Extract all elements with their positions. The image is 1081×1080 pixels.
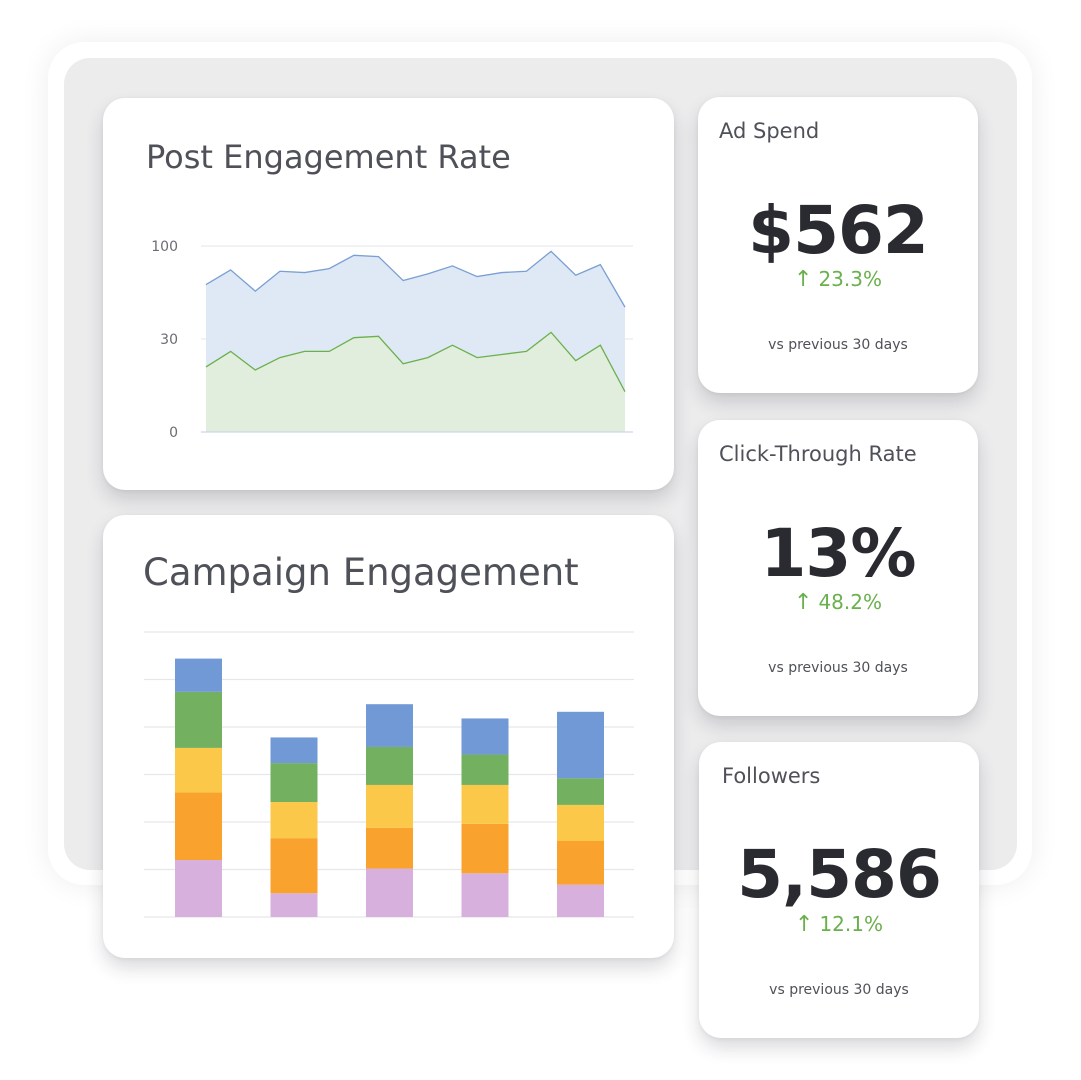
arrow-up-icon: ↑ — [795, 912, 814, 937]
arrow-up-icon: ↑ — [794, 267, 813, 292]
ad-spend-change: ↑ 23.3% — [698, 267, 978, 292]
series-line — [205, 250, 626, 308]
campaign-engagement-title: Campaign Engagement — [143, 551, 579, 594]
y-tick-label: 0 — [169, 425, 178, 441]
bar-segment — [461, 718, 509, 755]
bar-segment — [366, 704, 413, 747]
campaign-engagement-card: Campaign Engagement — [103, 515, 674, 958]
bar-segment — [461, 784, 509, 824]
y-tick-label: 100 — [151, 239, 178, 255]
bar-segment — [270, 838, 318, 894]
followers-comparison: vs previous 30 days — [769, 982, 909, 998]
post-engagement-chart: 100 30 0 — [151, 239, 633, 441]
bar-segment — [557, 884, 604, 917]
followers-title: Followers — [722, 764, 821, 788]
bar-segment — [461, 754, 509, 785]
bar-segment — [270, 802, 318, 839]
bar-segment — [175, 792, 222, 860]
bar-segment — [175, 747, 222, 793]
bar-segment — [366, 868, 413, 917]
bar-segment — [366, 746, 413, 785]
ad-spend-title: Ad Spend — [719, 119, 820, 143]
y-tick-label: 30 — [160, 332, 178, 348]
bar-segment — [175, 860, 222, 917]
bar-segment — [461, 823, 509, 874]
ad-spend-card: Ad Spend $562 ↑ 23.3% vs previous 30 days — [698, 97, 978, 393]
bar-segment — [270, 737, 318, 764]
bar-segment — [175, 691, 222, 748]
followers-change: ↑ 12.1% — [699, 912, 979, 937]
bar-segment — [557, 804, 604, 841]
click-through-rate-value: 13% — [760, 515, 917, 592]
click-through-rate-change-value: 48.2% — [818, 590, 882, 614]
bar-segment — [557, 778, 604, 805]
bar-segment — [557, 711, 604, 779]
bar-segment — [270, 763, 318, 803]
ad-spend-comparison: vs previous 30 days — [768, 337, 908, 353]
bar-segment — [557, 841, 604, 885]
bar-segment — [175, 658, 222, 692]
ad-spend-value: $562 — [748, 192, 929, 269]
click-through-rate-comparison: vs previous 30 days — [768, 660, 908, 676]
post-engagement-title: Post Engagement Rate — [146, 138, 511, 176]
bar-segment — [366, 827, 413, 869]
post-engagement-card: Post Engagement Rate 100 30 0 — [103, 98, 674, 490]
click-through-rate-change: ↑ 48.2% — [698, 590, 978, 615]
click-through-rate-card: Click-Through Rate 13% ↑ 48.2% vs previou… — [698, 420, 978, 716]
series-area — [206, 332, 625, 432]
click-through-rate-title: Click-Through Rate — [719, 442, 917, 466]
bar-segment — [366, 784, 413, 828]
followers-card: Followers 5,586 ↑ 12.1% vs previous 30 da… — [699, 742, 979, 1038]
arrow-up-icon: ↑ — [794, 590, 813, 615]
bar-segment — [270, 893, 318, 917]
ad-spend-change-value: 23.3% — [818, 267, 882, 291]
followers-value: 5,586 — [737, 836, 942, 913]
bar-segment — [461, 873, 509, 917]
followers-change-value: 12.1% — [819, 912, 883, 936]
campaign-engagement-chart — [144, 631, 634, 918]
series-line — [205, 331, 626, 393]
